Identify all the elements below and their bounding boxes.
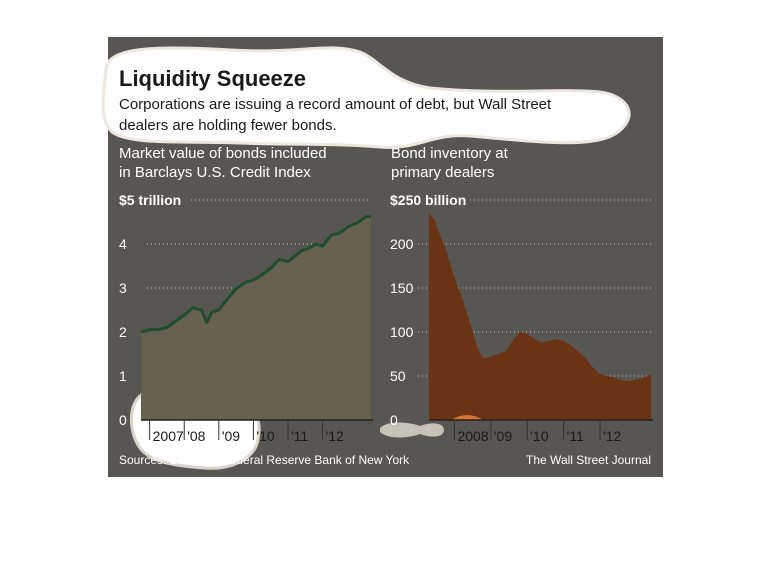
left-xtick-label: '11 xyxy=(291,428,308,444)
left-xtick-label: '09 xyxy=(222,428,240,444)
left-ytick-label: 2 xyxy=(119,324,127,340)
right-xtick-label: 2008 xyxy=(457,428,488,444)
sources-note: Sources: Barclays; Federal Reserve Bank … xyxy=(119,453,410,467)
left-ytick-label: $5 trillion xyxy=(119,192,181,208)
left-series-line xyxy=(140,215,371,334)
market-value-chart: Market value of bonds included in Barcla… xyxy=(119,145,373,444)
right-xtick-label: '11 xyxy=(567,428,584,444)
right-orange-highlight xyxy=(451,415,484,420)
left-xtick-label: '12 xyxy=(326,428,344,444)
left-ytick-label: 3 xyxy=(119,280,127,296)
right-chart-title-line-2: primary dealers xyxy=(391,164,494,181)
left-chart-title-line-1: Market value of bonds included xyxy=(119,145,327,162)
subtitle-line-2: dealers are holding fewer bonds. xyxy=(119,117,337,134)
left-ytick-label: 0 xyxy=(119,412,127,428)
right-xtick-label: '10 xyxy=(530,428,548,444)
left-xtick-label: '08 xyxy=(187,428,205,444)
page-title: Liquidity Squeeze xyxy=(119,66,306,91)
credit-line: The Wall Street Journal xyxy=(526,453,651,467)
left-chart-title-line-2: in Barclays U.S. Credit Index xyxy=(119,164,311,181)
left-xtick-label: '10 xyxy=(256,428,274,444)
right-xtick-label: '09 xyxy=(494,428,512,444)
right-ytick-label: 200 xyxy=(390,236,414,252)
right-ytick-label: 0 xyxy=(390,412,398,428)
bond-inventory-chart: Bond inventory at primary dealers $250 b… xyxy=(390,145,653,444)
left-ytick-label: 4 xyxy=(119,236,127,252)
title-bubble xyxy=(101,46,631,149)
left-xtick-label: 2007 xyxy=(153,428,184,444)
right-ytick-label: $250 billion xyxy=(390,192,466,208)
right-chart-title-line-1: Bond inventory at xyxy=(391,145,509,162)
left-area-fill xyxy=(141,216,371,420)
subtitle-line-1: Corporations are issuing a record amount… xyxy=(119,96,552,113)
right-ytick-label: 100 xyxy=(390,324,414,340)
right-ytick-label: 150 xyxy=(390,280,414,296)
right-ytick-label: 50 xyxy=(390,368,406,384)
grey-smudge-right xyxy=(380,422,444,438)
left-ytick-label: 1 xyxy=(119,368,127,384)
right-xtick-label: '12 xyxy=(603,428,621,444)
right-area-fill xyxy=(429,213,651,420)
